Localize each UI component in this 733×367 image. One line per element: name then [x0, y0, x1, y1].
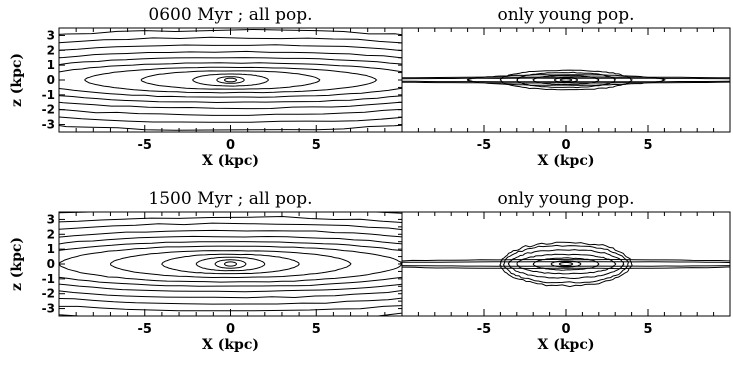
x-axis-label: X (kpc)	[202, 153, 259, 169]
y-tick-label: 3	[47, 212, 55, 226]
panel-title: 0600 Myr ; all pop.	[148, 5, 312, 25]
contour-set	[59, 212, 402, 316]
contour-level	[195, 256, 266, 272]
panel-title: only young pop.	[497, 5, 634, 25]
y-tick-label: -1	[42, 88, 55, 102]
contour-level	[59, 57, 402, 104]
y-tick-label: 2	[47, 227, 55, 241]
y-axis-label: z (kpc)	[9, 53, 25, 107]
contour-level	[59, 235, 402, 293]
y-tick-label: -2	[42, 103, 55, 117]
y-tick-label: 0	[47, 73, 55, 87]
contour-level	[499, 241, 633, 288]
x-tick-label: 5	[643, 138, 652, 153]
contour-level	[59, 50, 402, 110]
x-axis-label: X (kpc)	[538, 153, 595, 169]
x-axis-label: X (kpc)	[202, 337, 259, 353]
contour-level	[402, 77, 730, 83]
contour-level	[516, 253, 617, 275]
panel-3: -5 0 5X (kpc)1500 Myr ; all pop.-3-2-10123…	[9, 189, 403, 353]
panel-2: -5 0 5 X (kpc) only young pop.	[401, 5, 731, 169]
contour-level	[466, 74, 667, 86]
x-tick-label: -5	[477, 322, 491, 337]
contour-level	[192, 73, 269, 87]
y-tick-label: -3	[42, 118, 55, 132]
x-tick-label: -5	[138, 138, 152, 153]
contour-level	[161, 253, 300, 275]
contour-level	[84, 66, 378, 94]
contour-level	[216, 76, 245, 84]
contour-set	[402, 69, 730, 91]
contour-level	[140, 70, 321, 90]
contour-level	[59, 36, 402, 123]
panel-1: -5 0 5X (kpc)0600 Myr ; all pop.-3-2-10123…	[9, 5, 403, 169]
y-tick-label: -2	[42, 287, 55, 301]
plot-frame	[401, 27, 731, 133]
x-tick-label: 0	[226, 322, 235, 337]
contour-level	[224, 261, 237, 267]
x-tick-label: 5	[643, 322, 652, 337]
contour-level	[224, 77, 237, 83]
plot-frame	[58, 27, 403, 133]
contour-level	[532, 257, 600, 271]
contour-level	[559, 78, 573, 82]
x-tick-label: 0	[561, 138, 570, 153]
y-tick-label: -1	[42, 272, 55, 286]
x-tick-label: 5	[312, 322, 321, 337]
contour-level	[507, 249, 625, 280]
y-tick-label: 1	[47, 242, 55, 256]
contour-level	[402, 261, 730, 267]
y-tick-label: 2	[47, 43, 55, 57]
contour-level	[59, 245, 402, 283]
contour-level	[516, 71, 616, 89]
contour-level	[214, 259, 247, 269]
x-tick-label: -5	[477, 138, 491, 153]
contour-set	[402, 241, 730, 288]
contour-level	[59, 44, 402, 116]
x-axis-label: X (kpc)	[538, 337, 595, 353]
panel-4: -5 0 5 X (kpc) only young pop.	[401, 189, 731, 353]
contour-level	[532, 74, 600, 86]
panel-title: only young pop.	[497, 189, 634, 209]
contour-level	[558, 262, 574, 266]
contour-level	[59, 241, 402, 287]
contour-level	[402, 76, 730, 84]
x-tick-label: 0	[226, 138, 235, 153]
x-tick-label: 5	[312, 138, 321, 153]
contour-level	[402, 258, 730, 270]
x-tick-label: -5	[138, 322, 152, 337]
y-tick-label: 0	[47, 257, 55, 271]
panel-title: 1500 Myr ; all pop.	[148, 189, 312, 209]
y-tick-label: 1	[47, 58, 55, 72]
contour-level	[502, 244, 629, 284]
contour-level	[59, 62, 402, 98]
y-tick-label: -3	[42, 302, 55, 316]
y-tick-label: 3	[47, 28, 55, 42]
contour-level	[499, 69, 634, 91]
x-tick-label: 0	[561, 322, 570, 337]
contour-set	[59, 28, 402, 131]
plot-frame	[401, 211, 731, 317]
contour-level	[110, 250, 352, 279]
contour-level	[59, 229, 402, 299]
y-axis-label: z (kpc)	[9, 237, 25, 291]
